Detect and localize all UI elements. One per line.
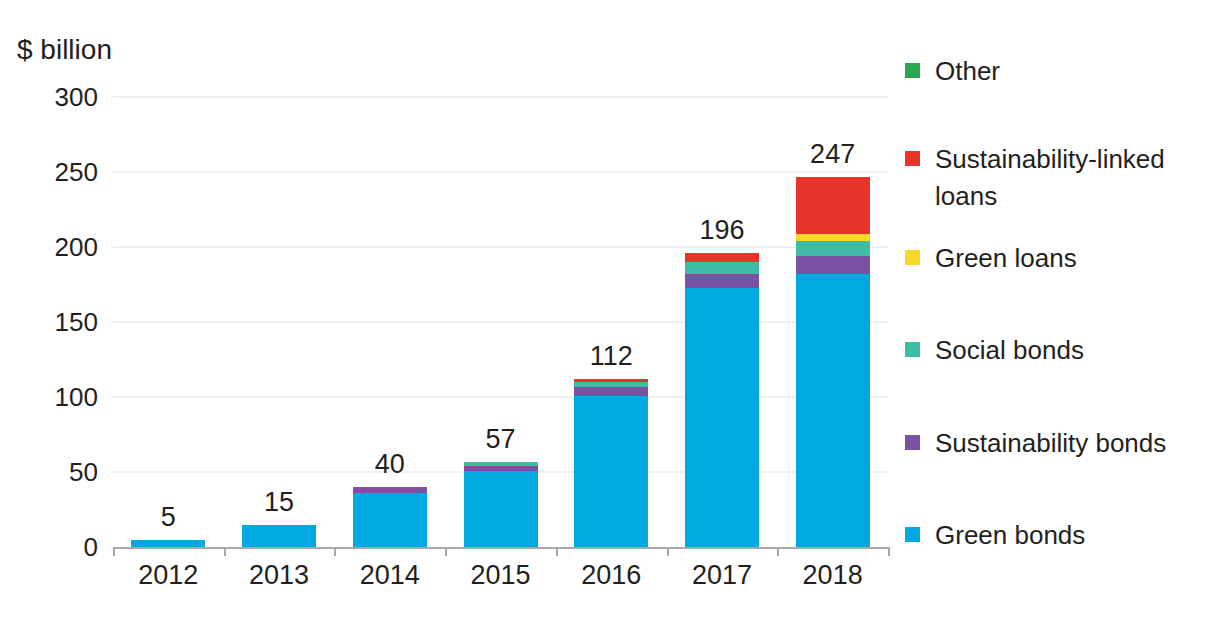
gridline-250 [113,171,888,173]
bar-segment-green-bonds-2017 [685,288,759,548]
bar-segment-green-bonds-2014 [353,493,427,547]
bar-segment-green-bonds-2013 [242,525,316,548]
legend-color-swatch-sustainability-linked-loans [905,151,920,166]
x-axis-tick-mark [777,547,779,556]
bar-total-label: 40 [330,449,450,479]
y-axis-tick-label: 200 [18,232,98,262]
x-axis-tick-mark [556,547,558,556]
legend-color-swatch-green-bonds [905,527,920,542]
bar-segment-green-bonds-2015 [464,471,538,548]
bar-total-label: 196 [662,215,782,245]
legend-item-sustainability-linked-loans: Sustainability-linked loans [905,141,1213,215]
bar-total-label: 247 [773,139,893,169]
bar-segment-sustainability-bonds-2016 [574,387,648,396]
bar-total-label: 5 [108,502,228,532]
x-axis-tick-mark [445,547,447,556]
legend-item-green-loans: Green loans [905,240,1213,277]
bar-total-label: 112 [551,341,671,371]
bar-segment-sustainability-bonds-2015 [464,466,538,471]
gridline-100 [113,396,888,398]
bar-segment-green-bonds-2012 [131,540,205,548]
bar-segment-social-bonds-2017 [685,262,759,274]
x-axis-category-label: 2012 [108,560,228,590]
legend-label: Sustainability-linked loans [935,141,1213,215]
y-axis-unit-label: $ billion [17,34,112,66]
gridline-200 [113,246,888,248]
bar-segment-green-bonds-2016 [574,396,648,548]
bar-segment-green-bonds-2018 [796,274,870,547]
x-axis-tick-mark [334,547,336,556]
legend-label: Other [935,53,1213,90]
bar-total-label: 57 [441,424,561,454]
x-axis-category-label: 2018 [773,560,893,590]
legend-color-swatch-sustainability-bonds [905,435,920,450]
x-axis-tick-mark [888,547,890,556]
y-axis-tick-label: 250 [18,157,98,187]
legend-item-green-bonds: Green bonds [905,517,1213,554]
legend-label: Social bonds [935,332,1213,369]
legend-color-swatch-social-bonds [905,342,920,357]
legend-label: Sustainability bonds [935,425,1213,462]
legend-item-other: Other [905,53,1213,90]
stacked-bar-chart: $ billion Other Sustainability-linked loa… [0,0,1215,620]
gridline-300 [113,96,888,98]
y-axis-tick-label: 100 [18,382,98,412]
x-axis-category-label: 2016 [551,560,671,590]
x-axis-category-label: 2013 [219,560,339,590]
bar-segment-social-bonds-2018 [796,241,870,256]
legend-label: Green loans [935,240,1213,277]
bar-segment-sustainability-bonds-2017 [685,274,759,288]
bar-total-label: 15 [219,487,339,517]
bar-segment-social-bonds-2015 [464,462,538,467]
gridline-150 [113,321,888,323]
y-axis-tick-label: 50 [18,457,98,487]
bar-segment-green-loans-2018 [796,234,870,242]
y-axis-tick-label: 0 [18,532,98,562]
legend-label: Green bonds [935,517,1213,554]
x-axis-tick-mark [113,547,115,556]
y-axis-tick-label: 150 [18,307,98,337]
bar-segment-sustainability-bonds-2018 [796,256,870,274]
x-axis-category-label: 2015 [441,560,561,590]
legend-item-sustainability-bonds: Sustainability bonds [905,425,1213,462]
legend-color-swatch-other [905,63,920,78]
legend-color-swatch-green-loans [905,250,920,265]
x-axis-line [113,547,890,549]
x-axis-tick-mark [667,547,669,556]
y-axis-tick-label: 300 [18,82,98,112]
bar-segment-sustainability-linked-loans-2016 [574,379,648,382]
bar-segment-sustainability-linked-loans-2017 [685,253,759,262]
x-axis-tick-mark [224,547,226,556]
x-axis-category-label: 2017 [662,560,782,590]
bar-segment-sustainability-bonds-2014 [353,487,427,493]
legend-item-social-bonds: Social bonds [905,332,1213,369]
bar-segment-social-bonds-2016 [574,382,648,387]
bar-segment-sustainability-linked-loans-2018 [796,177,870,234]
x-axis-category-label: 2014 [330,560,450,590]
